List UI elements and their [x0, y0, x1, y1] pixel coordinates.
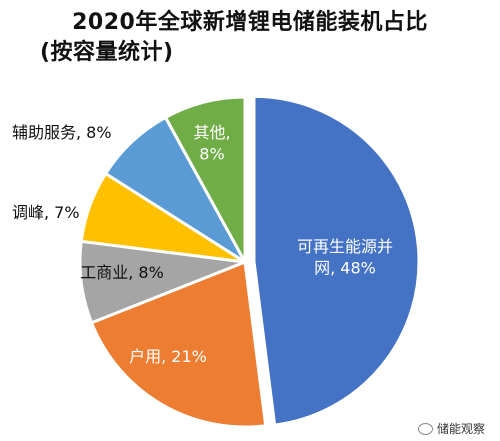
wechat-bubble-icon — [418, 422, 433, 435]
pie-label-1: 可再生能源并网, 48% — [297, 237, 393, 278]
pie-slice-2 — [89, 259, 268, 429]
watermark: 储能观察 — [418, 420, 485, 437]
pie-label-3: 工商业, 8% — [80, 263, 164, 282]
pie-slice-1 — [252, 94, 421, 427]
pie-label-5: 辅助服务, 8% — [12, 123, 112, 142]
pie-slice-6 — [163, 95, 247, 263]
watermark-text: 储能观察 — [437, 422, 486, 436]
chart-subtitle: (按容量统计) — [40, 40, 174, 65]
pie-label-4: 调峰, 7% — [12, 203, 80, 222]
chart-title: 2020年全球新增锂电储能装机占比 — [72, 10, 428, 35]
pie-label-2: 户用, 21% — [129, 347, 207, 366]
pie-label-6: 其他, 8% — [193, 123, 230, 164]
